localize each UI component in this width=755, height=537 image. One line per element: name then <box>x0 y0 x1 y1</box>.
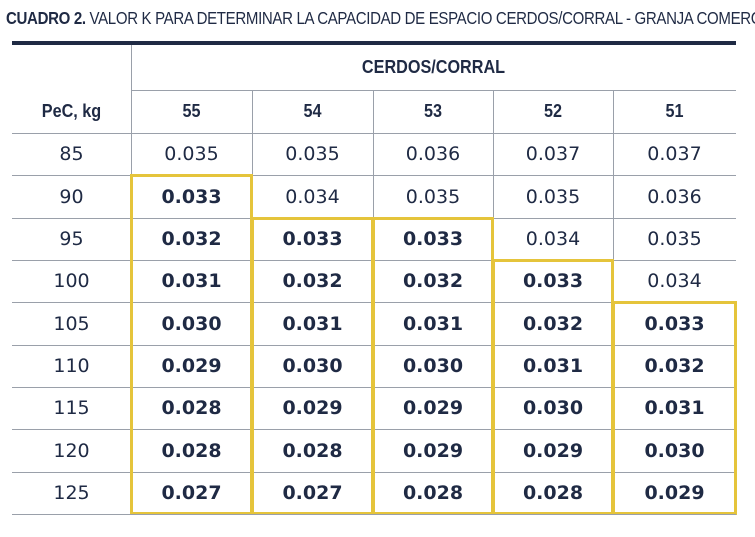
table-cell: 0.037 <box>647 143 702 165</box>
row-divider <box>131 90 736 91</box>
table-cell: 0.027 <box>161 482 222 504</box>
table-cell: 0.030 <box>161 312 222 335</box>
row-divider <box>12 175 736 176</box>
row-label: 105 <box>53 312 90 335</box>
table-top-rule <box>12 41 736 45</box>
table-cell: 0.036 <box>647 185 702 208</box>
table-title-prefix: CUADRO 2. <box>6 8 86 28</box>
table-cell: 0.034 <box>525 228 581 250</box>
column-header: 52 <box>543 101 563 121</box>
table-cell: 0.029 <box>644 482 705 504</box>
table-cell: 0.035 <box>525 185 581 208</box>
table-cell: 0.035 <box>405 185 461 208</box>
group-header: CERDOS/CORRAL <box>361 57 506 77</box>
table-cell: 0.027 <box>282 482 343 504</box>
highlight-box-column-55 <box>130 174 253 515</box>
table-cell: 0.032 <box>402 270 464 292</box>
table-cell: 0.028 <box>161 439 222 462</box>
row-label: 110 <box>53 355 90 377</box>
table-cell: 0.033 <box>644 312 705 335</box>
table-cell: 0.031 <box>161 270 222 292</box>
table-cell: 0.033 <box>161 185 222 208</box>
column-header: 53 <box>423 101 443 121</box>
table-cell: 0.031 <box>402 312 464 335</box>
row-label: 90 <box>59 185 84 208</box>
highlight-box-column-54 <box>251 217 374 515</box>
row-label: 115 <box>53 397 90 419</box>
table-cell: 0.029 <box>402 439 464 462</box>
table-cell: 0.033 <box>282 228 343 250</box>
table-cell: 0.035 <box>647 228 702 250</box>
table-cell: 0.029 <box>282 397 343 419</box>
table-title-text: VALOR K PARA DETERMINAR LA CAPACIDAD DE … <box>85 8 755 28</box>
row-label: 95 <box>59 228 84 250</box>
table-cell: 0.030 <box>522 397 584 419</box>
table-cell: 0.030 <box>402 355 464 377</box>
table-cell: 0.034 <box>647 270 702 292</box>
table-cell: 0.035 <box>164 143 219 165</box>
column-header: 55 <box>182 101 201 121</box>
table-cell: 0.032 <box>522 312 584 335</box>
table-cell: 0.028 <box>282 439 343 462</box>
table-cell: 0.028 <box>522 482 584 504</box>
k-value-table: CERDOS/CORRAL PeC, kg 55 54 53 52 51 85 0.035 0.0… <box>12 45 737 515</box>
table-cell: 0.033 <box>522 270 584 292</box>
highlight-box-column-51 <box>612 301 737 515</box>
table-bottom-rule <box>12 514 736 515</box>
table-cell: 0.032 <box>644 355 705 377</box>
table-cell: 0.029 <box>522 439 584 462</box>
column-header: 54 <box>303 101 322 121</box>
row-label: 125 <box>53 482 90 504</box>
table-cell: 0.030 <box>644 439 705 462</box>
table-cell: 0.034 <box>285 185 340 208</box>
table-cell: 0.031 <box>522 355 584 377</box>
row-label: 85 <box>59 143 84 165</box>
row-label: 120 <box>53 439 90 462</box>
table-cell: 0.033 <box>402 228 464 250</box>
table-cell: 0.032 <box>161 228 222 250</box>
table-cell: 0.032 <box>282 270 343 292</box>
table-cell: 0.029 <box>161 355 222 377</box>
table-cell: 0.031 <box>282 312 343 335</box>
table-cell: 0.037 <box>525 143 581 165</box>
table-title: CUADRO 2. VALOR K PARA DETERMINAR LA CAP… <box>6 8 755 29</box>
table-cell: 0.029 <box>402 397 464 419</box>
highlight-box-column-52 <box>492 259 614 515</box>
table-cell: 0.030 <box>282 355 343 377</box>
row-label: 100 <box>53 270 90 292</box>
table-cell: 0.036 <box>405 143 461 165</box>
table-cell: 0.031 <box>644 397 705 419</box>
table-cell: 0.035 <box>285 143 340 165</box>
table-cell: 0.028 <box>161 397 222 419</box>
row-header-label: PeC, kg <box>41 101 102 121</box>
highlight-box-column-53 <box>372 217 494 515</box>
table-cell: 0.028 <box>402 482 464 504</box>
row-divider <box>12 133 736 134</box>
column-header: 51 <box>665 101 684 121</box>
